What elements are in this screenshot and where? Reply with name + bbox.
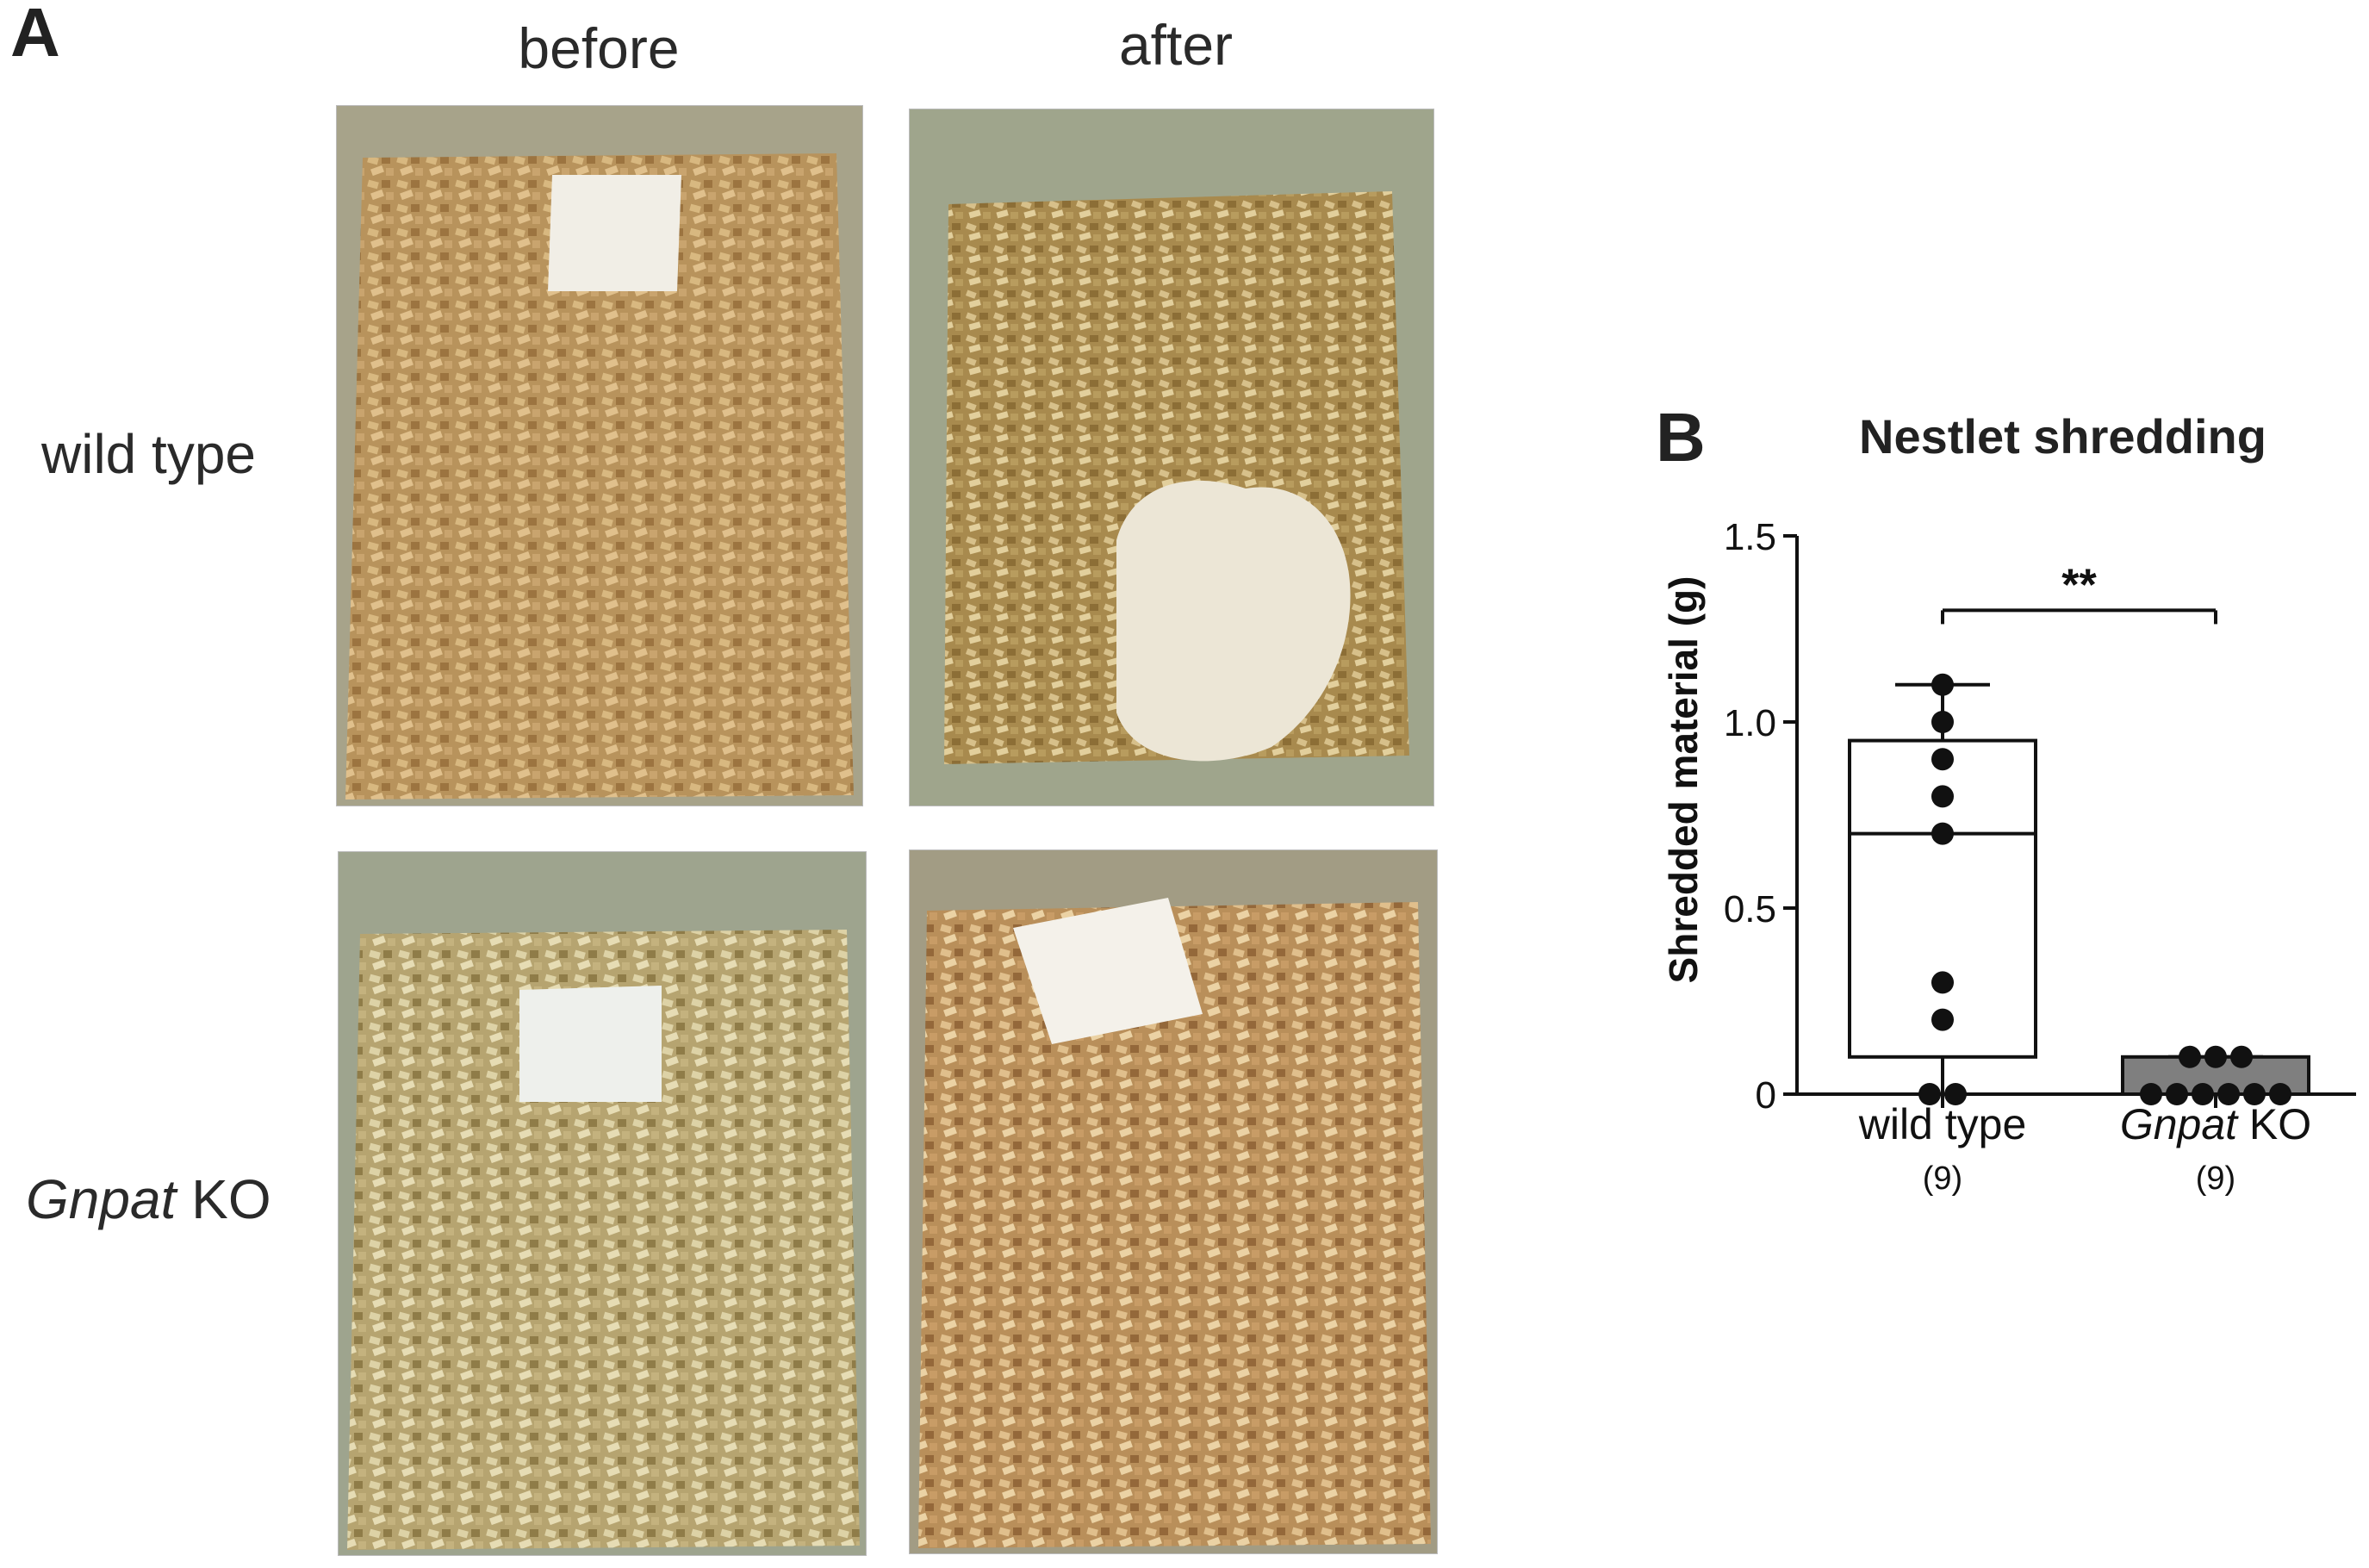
data-points <box>1918 673 2291 1105</box>
column-label-before: before <box>518 16 680 80</box>
y-tick-label: 1.5 <box>1724 516 1776 558</box>
data-point <box>2204 1045 2227 1068</box>
data-point <box>2243 1083 2266 1105</box>
data-point <box>2166 1083 2188 1105</box>
data-point <box>2140 1083 2162 1105</box>
photo-gnpat-ko-before <box>338 851 867 1556</box>
significance-label: ** <box>2061 560 2097 610</box>
photo-gnpat-ko-after <box>909 849 1438 1554</box>
nestlet-square <box>519 986 662 1102</box>
y-tick-label: 0.5 <box>1724 888 1776 930</box>
box-plot: 0 0.5 1.0 1.5 ** Shredded material (g) wild… <box>1661 516 2356 1197</box>
x-tick-label-wild-type: wild type <box>1858 1100 2027 1148</box>
y-tick-label: 0 <box>1756 1074 1776 1117</box>
x-tick-label-gnpat-ko: Gnpat KO <box>2120 1100 2311 1148</box>
chart-title: Nestlet shredding <box>1859 409 2266 464</box>
panel-b-letter: B <box>1656 399 1706 476</box>
row-label-wild-type: wild type <box>41 423 256 485</box>
significance-bracket: ** <box>1941 560 2217 625</box>
data-point <box>1931 785 1954 808</box>
data-point <box>2269 1083 2291 1105</box>
shredded-nestlet <box>1116 480 1351 762</box>
data-point <box>1931 822 1954 845</box>
y-axis-label: Shredded material (g) <box>1661 576 1706 984</box>
data-point <box>1944 1083 1967 1105</box>
panel-a-letter: A <box>10 0 60 71</box>
data-point <box>2230 1045 2253 1068</box>
nestlet-square <box>1013 898 1203 1044</box>
data-point <box>1931 673 1954 696</box>
data-point <box>1931 971 1954 994</box>
data-point <box>2217 1083 2240 1105</box>
x-tick-n-gnpat-ko: (9) <box>2196 1160 2235 1197</box>
y-axis: 0 0.5 1.0 1.5 <box>1724 516 1799 1117</box>
data-point <box>1918 1083 1941 1105</box>
row-label-gnpat-ko: Gnpat KO <box>26 1168 271 1230</box>
x-tick-n-wild-type: (9) <box>1923 1160 1962 1197</box>
data-point <box>1931 748 1954 771</box>
data-point <box>1931 711 1954 733</box>
boxes <box>1848 682 2310 1096</box>
photo-wild-type-before <box>336 105 863 806</box>
y-tick-label: 1.0 <box>1724 702 1776 744</box>
box <box>1848 738 2037 1059</box>
data-point <box>1931 1008 1954 1031</box>
data-point <box>2192 1083 2214 1105</box>
photo-wild-type-after <box>909 109 1434 806</box>
column-label-after: after <box>1118 13 1234 77</box>
data-point <box>2179 1045 2201 1068</box>
nestlet-square <box>548 175 681 291</box>
